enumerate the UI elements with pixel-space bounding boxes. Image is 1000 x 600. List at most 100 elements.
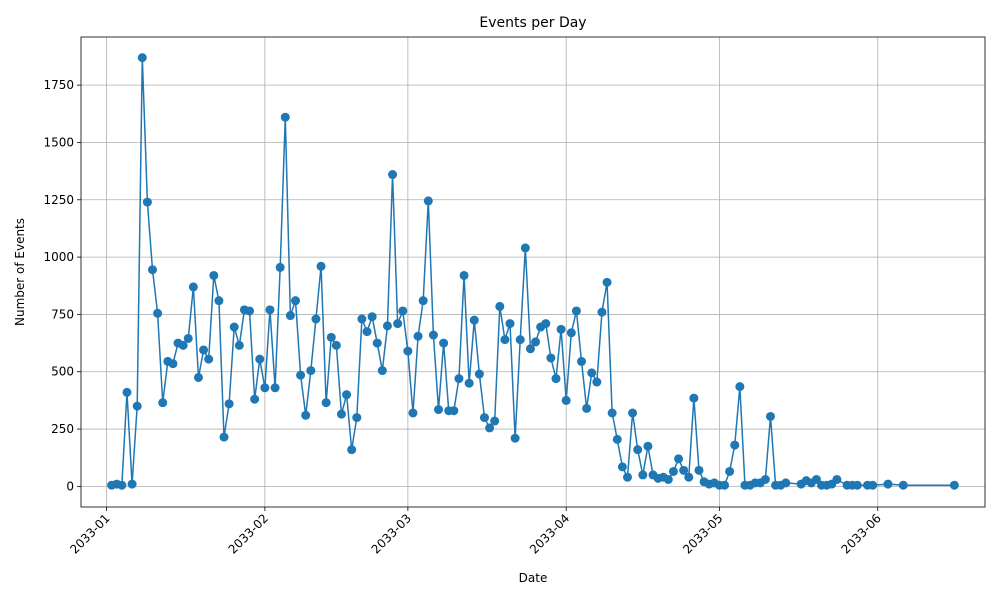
y-tick-label: 750 — [51, 307, 74, 321]
y-tick-label: 250 — [51, 422, 74, 436]
data-point — [434, 405, 444, 415]
data-point — [168, 359, 178, 369]
data-point — [602, 277, 612, 287]
data-point — [260, 383, 270, 393]
data-point — [357, 314, 367, 324]
data-point — [633, 445, 643, 455]
data-point — [883, 479, 893, 489]
data-point — [423, 196, 433, 206]
data-point — [117, 480, 127, 490]
data-point — [321, 398, 331, 408]
data-point — [612, 434, 622, 444]
data-point — [531, 337, 541, 347]
data-point — [561, 395, 571, 405]
data-point — [474, 369, 484, 379]
data-point — [689, 393, 699, 403]
data-point — [617, 462, 627, 472]
data-point — [607, 408, 617, 418]
data-point — [485, 423, 495, 433]
data-point — [306, 366, 316, 376]
data-point — [622, 472, 632, 482]
data-point — [490, 416, 500, 426]
data-point — [245, 306, 255, 316]
data-point — [347, 445, 357, 455]
data-point — [720, 480, 730, 490]
data-point — [418, 296, 428, 306]
data-point — [668, 466, 678, 476]
series-layer — [107, 53, 959, 490]
data-point — [515, 335, 525, 345]
data-point — [270, 383, 280, 393]
data-point — [679, 465, 689, 475]
data-point — [331, 340, 341, 350]
data-point — [628, 408, 638, 418]
data-point — [219, 432, 229, 442]
data-point — [505, 319, 515, 329]
data-point — [372, 338, 382, 348]
data-point — [188, 282, 198, 292]
y-axis-label: Number of Events — [13, 218, 27, 326]
data-point — [153, 308, 163, 318]
data-point — [765, 411, 775, 421]
data-point — [551, 374, 561, 384]
data-point — [684, 472, 694, 482]
y-tick-label: 500 — [51, 365, 74, 379]
data-point — [311, 314, 321, 324]
data-point — [520, 243, 530, 253]
data-point — [566, 328, 576, 338]
data-point — [546, 353, 556, 363]
data-point — [730, 440, 740, 450]
data-point — [342, 390, 352, 400]
data-point — [296, 370, 306, 380]
data-point — [250, 394, 260, 404]
data-point — [663, 474, 673, 484]
data-point — [209, 270, 219, 280]
data-point — [148, 265, 157, 275]
data-point — [694, 465, 704, 475]
data-point — [224, 399, 234, 409]
data-point — [393, 319, 403, 329]
data-point — [280, 112, 290, 122]
data-point — [265, 305, 275, 315]
data-point — [137, 53, 147, 63]
data-point — [439, 338, 449, 348]
data-point — [587, 368, 597, 378]
data-point — [316, 261, 326, 271]
data-point — [735, 382, 745, 392]
data-point — [495, 301, 505, 311]
data-point — [183, 333, 193, 343]
data-point — [510, 433, 520, 443]
data-point — [234, 340, 244, 350]
data-point — [832, 474, 842, 484]
y-tick-label: 1250 — [43, 193, 74, 207]
data-point — [571, 306, 581, 316]
data-point — [428, 330, 438, 340]
data-point — [541, 319, 551, 329]
y-tick-label: 1500 — [43, 135, 74, 149]
data-point — [638, 470, 648, 480]
data-point — [479, 413, 489, 423]
data-point — [674, 454, 684, 464]
data-point — [132, 401, 142, 411]
data-point — [336, 409, 346, 419]
data-point — [643, 441, 653, 451]
data-point — [388, 170, 398, 180]
data-point — [454, 374, 464, 384]
data-point — [382, 321, 392, 331]
data-point — [500, 335, 510, 345]
data-point — [178, 340, 188, 350]
data-point — [868, 480, 878, 490]
chart-title: Events per Day — [479, 15, 586, 31]
data-point — [377, 366, 387, 376]
data-point — [725, 466, 735, 476]
data-point — [459, 270, 469, 280]
x-axis-label: Date — [519, 571, 548, 585]
data-point — [413, 331, 423, 341]
data-point — [214, 296, 224, 306]
data-point — [582, 403, 592, 413]
data-point — [449, 406, 459, 416]
data-point — [199, 345, 209, 355]
y-tick-label: 0 — [66, 479, 74, 493]
